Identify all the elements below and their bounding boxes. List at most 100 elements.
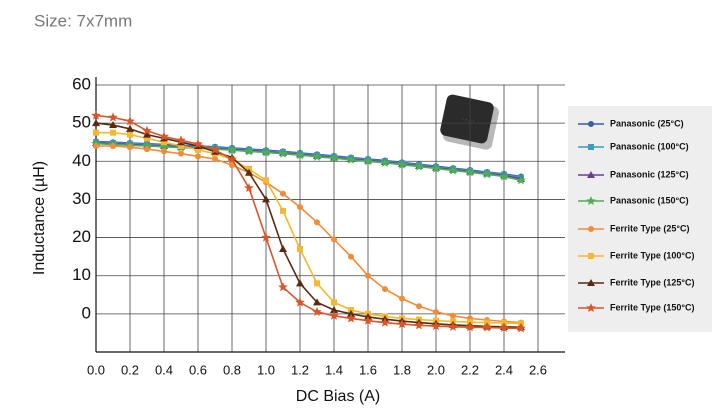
marker [280, 190, 286, 197]
y-tick-label: 60 [72, 74, 91, 93]
series-line [95, 141, 522, 179]
marker [329, 310, 339, 320]
marker [227, 154, 237, 164]
marker [347, 309, 355, 317]
marker [261, 147, 271, 157]
marker [431, 163, 441, 173]
marker [399, 295, 405, 302]
marker [330, 306, 338, 314]
legend-label: Panasonic (100°C) [610, 141, 689, 151]
marker [127, 131, 133, 138]
marker [313, 298, 321, 306]
marker [125, 116, 135, 126]
marker [93, 129, 99, 136]
marker [126, 124, 134, 132]
marker [178, 150, 184, 157]
marker [448, 165, 458, 175]
marker [227, 145, 237, 155]
marker [465, 167, 475, 177]
marker [588, 226, 594, 232]
marker [448, 321, 458, 331]
marker [329, 153, 339, 163]
marker [262, 195, 270, 203]
marker [159, 141, 169, 151]
marker [159, 131, 169, 141]
marker [229, 162, 235, 169]
marker [416, 303, 422, 310]
product-photo: · · · · [440, 94, 499, 150]
marker [161, 148, 167, 155]
y-tick-label: 40 [72, 151, 91, 170]
series-line [96, 145, 522, 324]
marker [143, 130, 151, 138]
marker [365, 272, 371, 279]
x-tick-label: 1.8 [393, 362, 411, 377]
series-line [95, 142, 522, 182]
legend-label: Ferrite Type (150°C) [610, 302, 694, 312]
series-line [95, 114, 522, 330]
marker [297, 246, 303, 253]
marker [127, 144, 133, 151]
y-tick-label: 50 [72, 113, 91, 132]
marker [280, 207, 286, 214]
marker [482, 169, 492, 179]
legend-box [568, 106, 712, 332]
marker [210, 144, 220, 154]
legend-label: Panasonic (125°C) [610, 169, 689, 179]
marker [263, 177, 269, 184]
x-axis-label: DC Bias (A) [296, 388, 380, 405]
marker [176, 135, 186, 145]
marker [588, 121, 594, 127]
marker [297, 204, 303, 211]
marker [195, 146, 201, 153]
x-tick-label: 0.8 [223, 362, 241, 377]
y-tick-label: 30 [72, 189, 91, 208]
marker [295, 150, 305, 160]
y-axis-label: Inductance (µH) [31, 161, 48, 275]
x-tick-label: 1.4 [325, 362, 343, 377]
x-tick-label: 2.6 [529, 362, 547, 377]
marker [363, 156, 373, 166]
marker [380, 157, 390, 167]
marker [212, 155, 218, 162]
marker [278, 148, 288, 158]
marker [161, 139, 167, 146]
marker [450, 312, 456, 319]
marker [244, 146, 254, 156]
marker [279, 245, 287, 253]
marker [144, 146, 150, 153]
marker [91, 110, 101, 120]
x-tick-label: 0.6 [189, 362, 207, 377]
marker [108, 112, 118, 122]
marker [193, 139, 203, 149]
marker [499, 171, 509, 181]
legend-label: Ferrite Type (125°C) [610, 277, 694, 287]
marker [382, 286, 388, 293]
marker [245, 168, 253, 176]
marker [244, 183, 254, 192]
legend-label: Panasonic (150°C) [610, 195, 689, 205]
chart-title: Size: 7x7mm [34, 11, 132, 30]
marker [314, 219, 320, 226]
marker [110, 143, 116, 150]
marker [312, 151, 322, 161]
marker [295, 297, 305, 307]
marker [587, 279, 595, 286]
marker [142, 141, 152, 151]
marker [142, 125, 152, 135]
x-tick-label: 2.2 [461, 362, 479, 377]
marker [109, 121, 117, 129]
marker [278, 282, 288, 292]
legend-label: Ferrite Type (25°C) [610, 223, 689, 233]
marker [588, 253, 594, 259]
marker [331, 299, 337, 306]
x-tick-label: 0.4 [155, 362, 173, 377]
x-tick-label: 2.4 [495, 362, 513, 377]
marker [586, 303, 596, 312]
marker [312, 306, 322, 316]
x-tick-label: 0.2 [121, 362, 139, 377]
marker [348, 253, 354, 260]
marker [397, 319, 407, 329]
y-tick-label: 0 [82, 303, 91, 322]
